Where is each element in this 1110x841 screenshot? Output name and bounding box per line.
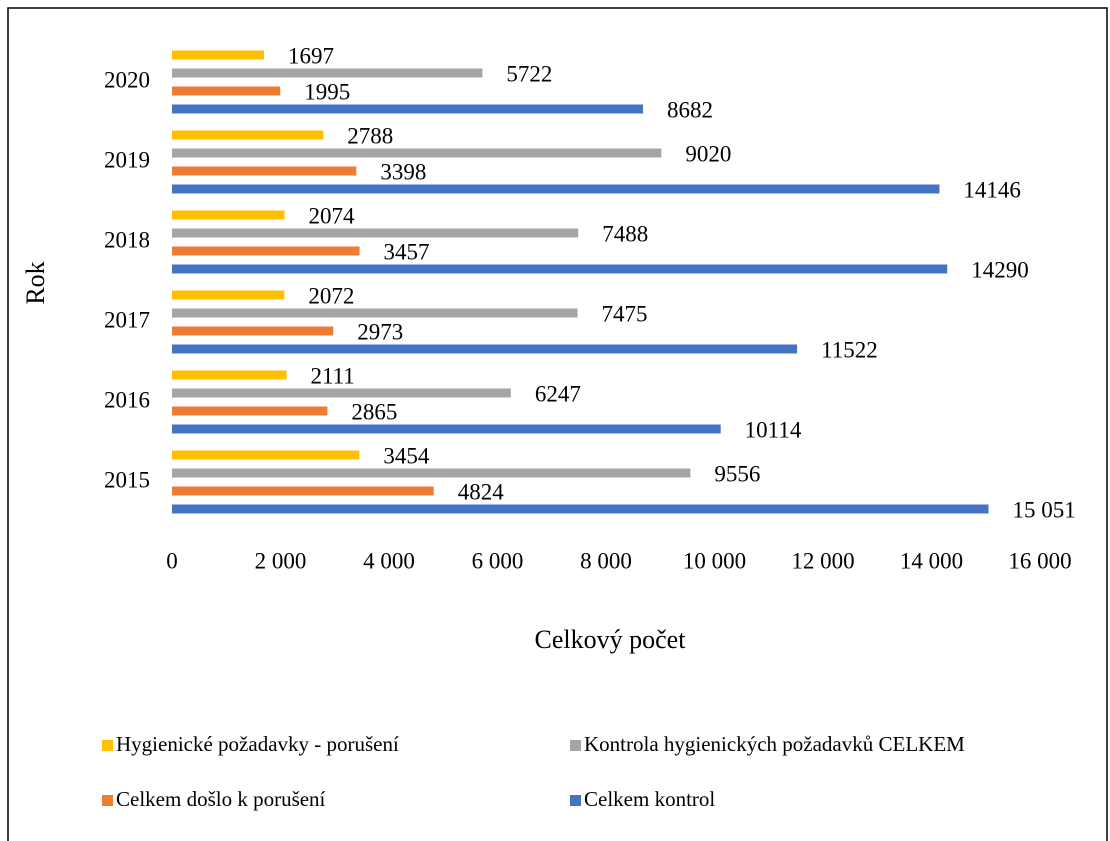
bar [172, 406, 328, 416]
data-label: 3454 [383, 443, 430, 468]
x-tick-label: 0 [166, 548, 178, 573]
legend-swatch [570, 740, 581, 751]
legend-swatch [102, 795, 113, 806]
bar [172, 290, 285, 300]
y-tick-label: 2015 [104, 467, 150, 492]
bar [172, 264, 948, 274]
data-label: 4824 [458, 479, 505, 504]
data-label: 14146 [963, 177, 1021, 202]
data-label: 3398 [380, 159, 426, 184]
legend-label: Celkem kontrol [584, 787, 715, 811]
x-tick-label: 6 000 [472, 548, 524, 573]
data-label: 2973 [357, 319, 403, 344]
y-tick-label: 2020 [104, 67, 150, 92]
legend-label: Celkem došlo k porušení [116, 787, 326, 811]
legend-label: Kontrola hygienických požadavků CELKEM [584, 732, 965, 756]
bar [172, 388, 511, 398]
bar [172, 148, 662, 158]
data-label: 10114 [745, 417, 802, 442]
data-label: 6247 [535, 381, 581, 406]
data-label: 8682 [667, 97, 713, 122]
x-tick-label: 4 000 [363, 548, 415, 573]
data-label: 3457 [384, 239, 430, 264]
frame [7, 7, 1108, 841]
bar [172, 504, 989, 514]
bar [172, 130, 324, 140]
bar [172, 228, 579, 238]
bar [172, 344, 798, 354]
data-label: 2788 [347, 123, 393, 148]
data-label: 7475 [602, 301, 648, 326]
bar [172, 104, 643, 114]
bar [172, 86, 281, 96]
y-tick-label: 2019 [104, 147, 150, 172]
bar [172, 68, 483, 78]
y-axis-title: Rok [21, 261, 50, 304]
bar [172, 424, 721, 434]
bar [172, 50, 265, 60]
data-label: 2865 [351, 399, 397, 424]
x-tick-label: 10 000 [683, 548, 746, 573]
data-label: 5722 [506, 61, 552, 86]
data-label: 7488 [602, 221, 648, 246]
bar [172, 326, 334, 336]
bar [172, 166, 357, 176]
data-label: 11522 [821, 337, 878, 362]
x-tick-label: 8 000 [580, 548, 632, 573]
x-tick-label: 16 000 [1008, 548, 1071, 573]
data-label: 9020 [685, 141, 731, 166]
data-label: 2074 [309, 203, 356, 228]
data-label: 15 051 [1013, 497, 1076, 522]
data-label: 1697 [288, 43, 334, 68]
legend-swatch [570, 795, 581, 806]
y-tick-label: 2016 [104, 387, 150, 412]
bar [172, 308, 578, 318]
data-label: 2111 [311, 363, 355, 388]
bar [172, 184, 940, 194]
data-label: 9556 [714, 461, 760, 486]
x-axis-title: Celkový počet [535, 625, 687, 654]
data-label: 1995 [304, 79, 350, 104]
x-tick-label: 2 000 [255, 548, 307, 573]
data-label: 14290 [971, 257, 1028, 282]
bar [172, 210, 285, 220]
bar [172, 370, 287, 380]
bar [172, 486, 434, 496]
x-tick-label: 12 000 [791, 548, 854, 573]
bar [172, 468, 691, 478]
legend-swatch [102, 740, 113, 751]
data-label: 2072 [308, 283, 354, 308]
x-tick-label: 14 000 [900, 548, 963, 573]
bar [172, 246, 360, 256]
y-tick-label: 2017 [104, 307, 150, 332]
bar [172, 450, 360, 460]
legend-label: Hygienické požadavky - porušení [116, 732, 399, 756]
y-tick-label: 2018 [104, 227, 150, 252]
